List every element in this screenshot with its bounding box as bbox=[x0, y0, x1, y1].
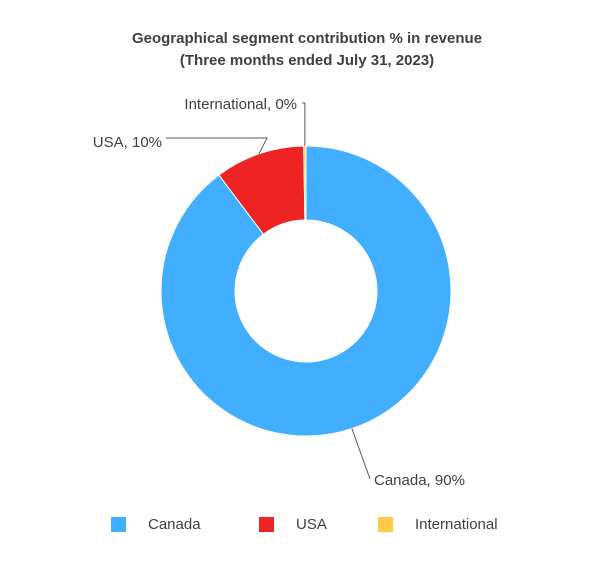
legend-item-canada: Canada bbox=[111, 512, 201, 536]
legend-label-usa: USA bbox=[296, 515, 327, 533]
legend-label-international: International bbox=[415, 515, 498, 533]
chart-title: Geographical segment contribution % in r… bbox=[131, 30, 483, 47]
chart-title-block: Geographical segment contribution % in r… bbox=[0, 28, 614, 72]
legend-item-international: International bbox=[378, 512, 498, 536]
chart-subtitle: (Three months ended July 31, 2023) bbox=[179, 52, 435, 69]
legend-swatch-canada bbox=[111, 516, 126, 532]
leader-line-canada bbox=[351, 428, 371, 480]
legend-label-canada: Canada bbox=[148, 515, 201, 533]
legend-item-usa: USA bbox=[259, 512, 327, 536]
data-label-canada: Canada, 90% bbox=[374, 472, 465, 489]
legend-swatch-usa bbox=[259, 516, 274, 532]
legend-swatch-international bbox=[378, 516, 393, 532]
donut-slice-international bbox=[303, 145, 307, 221]
donut-slice-canada bbox=[160, 145, 452, 437]
leader-line-international bbox=[302, 102, 306, 147]
data-label-international: International, 0% bbox=[184, 96, 297, 113]
data-label-usa: USA, 10% bbox=[93, 134, 162, 151]
chart-legend: Canada USA International bbox=[0, 512, 614, 536]
leader-line-usa bbox=[166, 137, 268, 155]
